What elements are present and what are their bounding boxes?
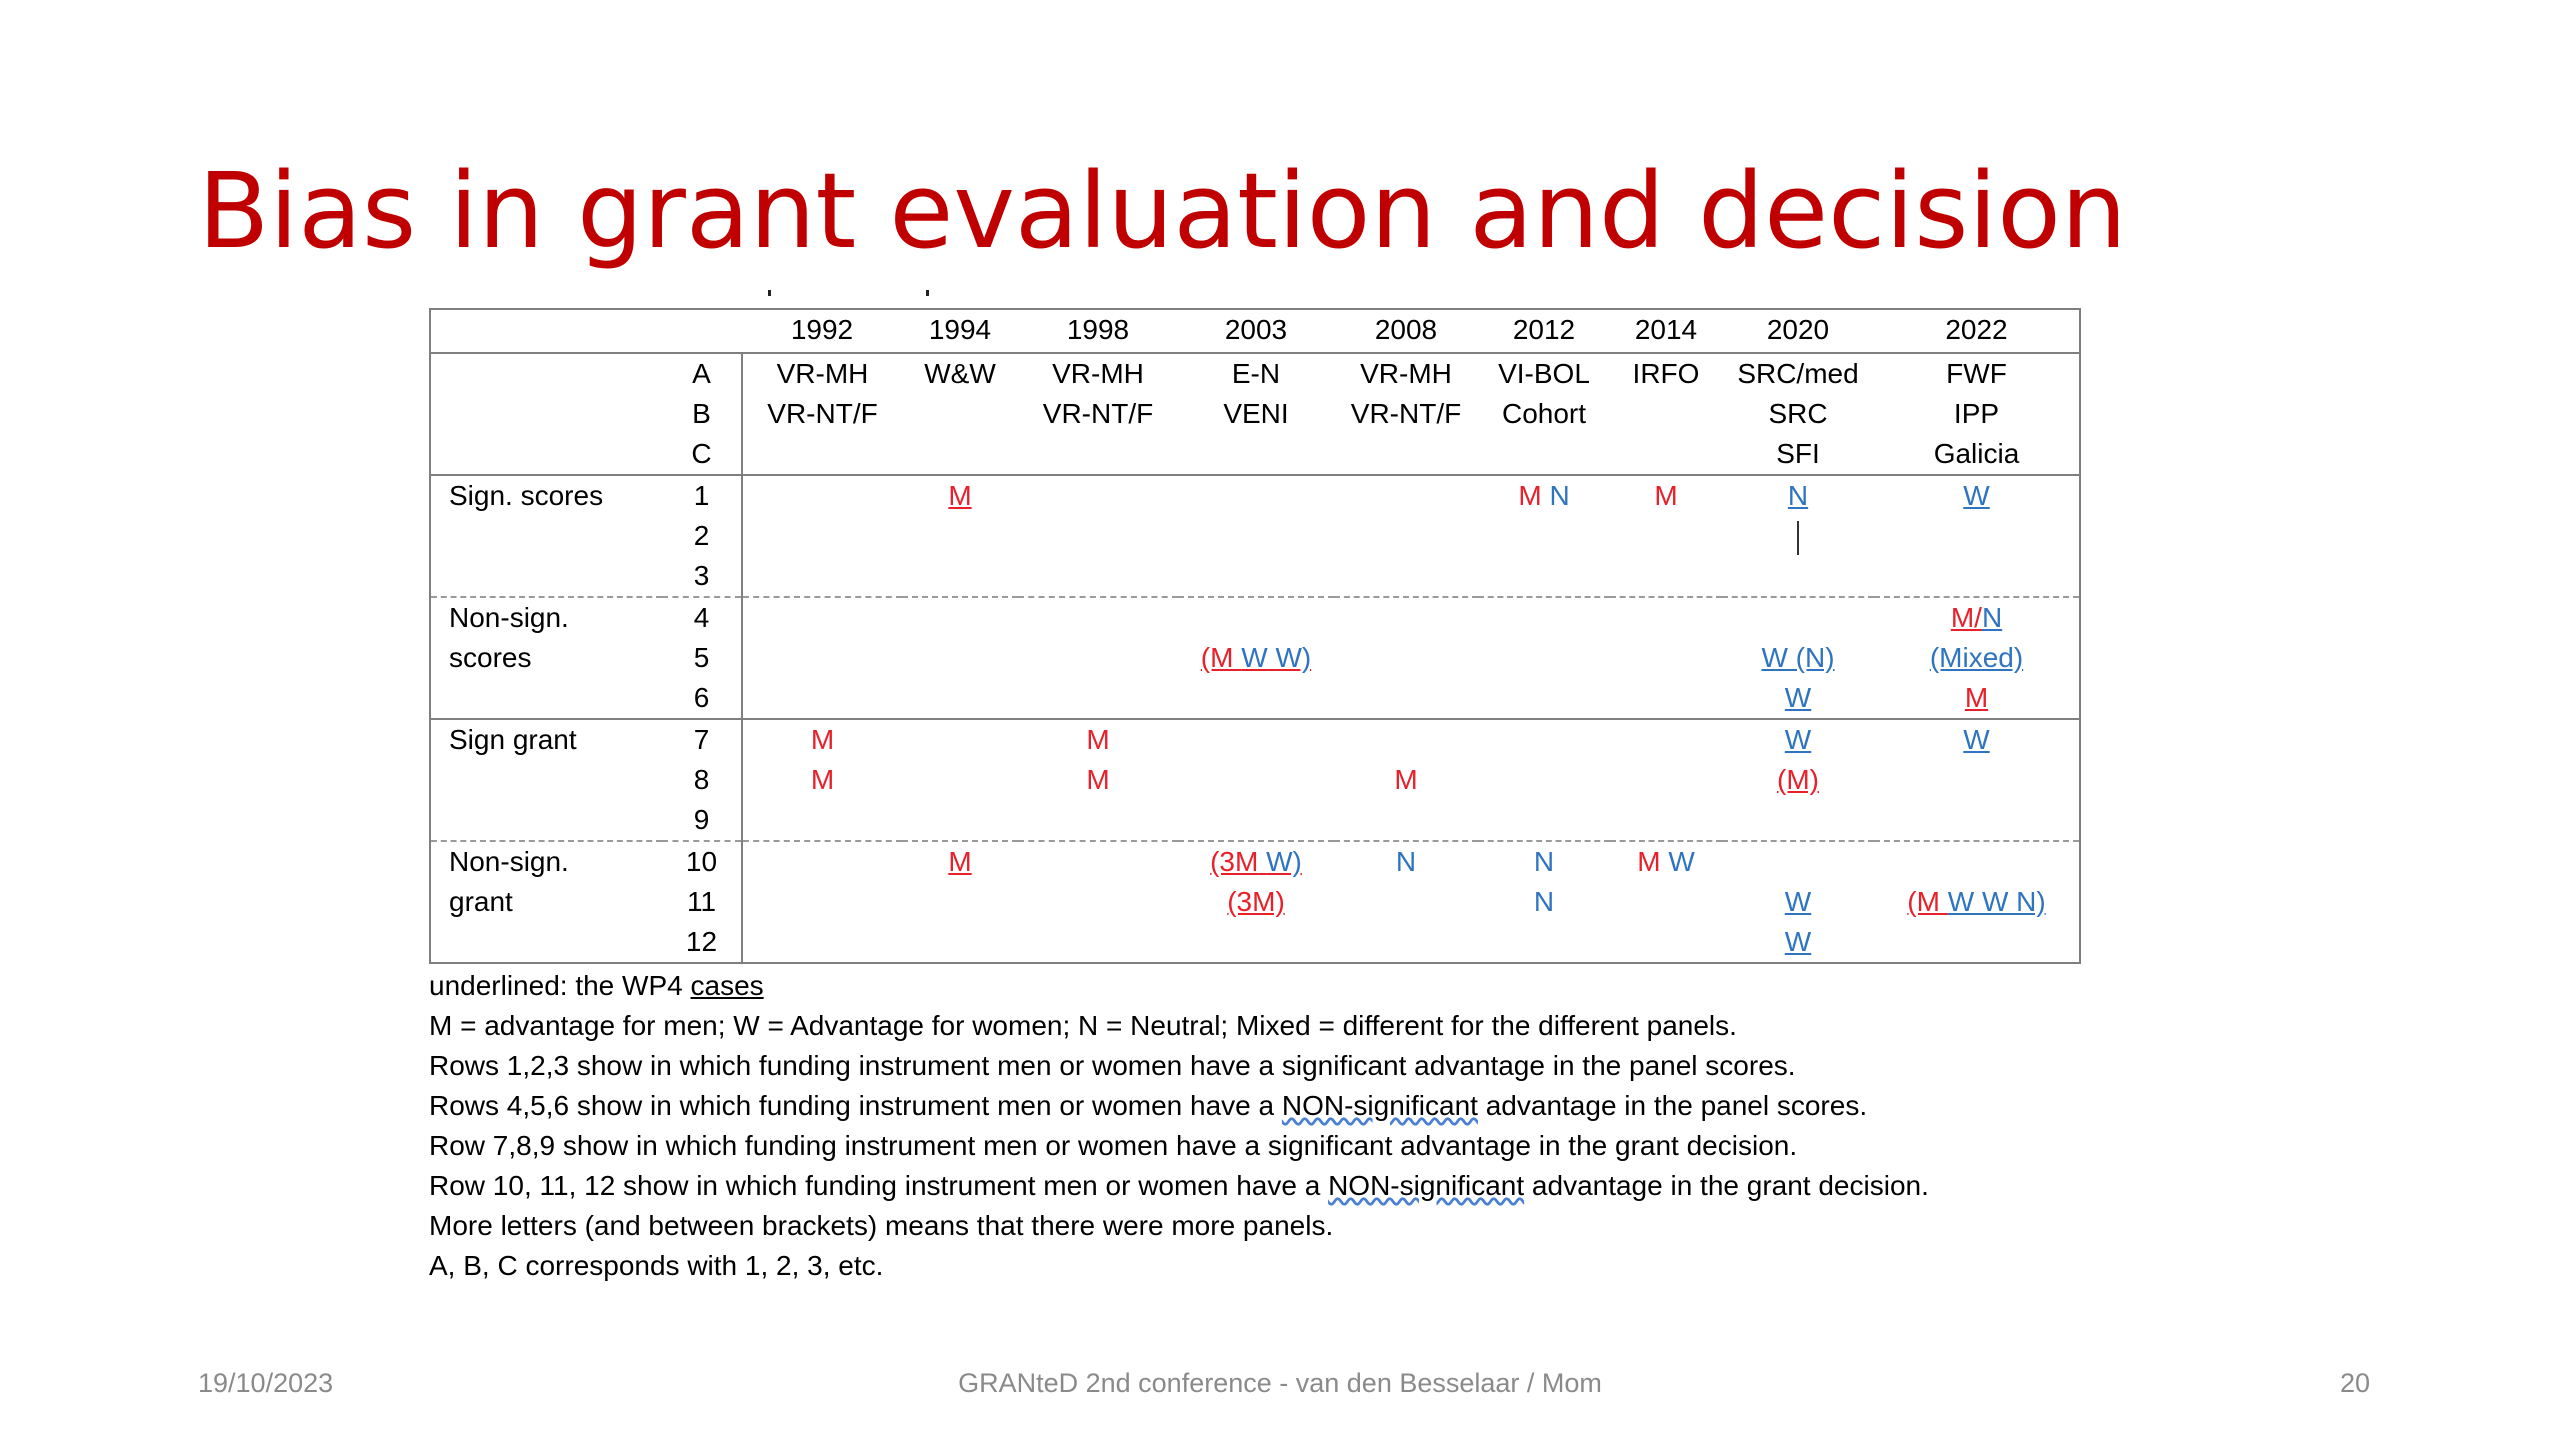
year-2008: 2008 bbox=[1334, 308, 1478, 354]
note-line: underlined: the WP4 cases bbox=[429, 970, 764, 1001]
group-nonsign-grant: Non-sign. grant 10 11 12 M (3M W) (3M) N… bbox=[429, 841, 2081, 964]
cell-2014: M bbox=[1610, 475, 1722, 598]
cell-2022: (M W W N) bbox=[1874, 841, 2081, 964]
group-label: Non-sign. grant bbox=[429, 841, 662, 964]
note-line: Row 7,8,9 show in which funding instrume… bbox=[429, 1130, 1798, 1161]
group-nonsign-scores: Non-sign. scores 4 5 6 (M W W) W (N) W M… bbox=[429, 597, 2081, 720]
year-2022: 2022 bbox=[1874, 308, 2081, 354]
instrument-2012: VI-BOL Cohort bbox=[1478, 353, 1610, 476]
text-cursor bbox=[1797, 520, 1799, 555]
cut-off-text-fragment bbox=[730, 286, 930, 296]
cell-2003: (3M W) (3M) bbox=[1178, 841, 1334, 964]
note-line: Rows 4,5,6 show in which funding instrum… bbox=[429, 1090, 1868, 1121]
instrument-2020: SRC/med SRC SFI bbox=[1722, 353, 1874, 476]
instrument-1992: VR-MH VR-NT/F bbox=[742, 353, 902, 476]
cell-2022: M/N (Mixed) M bbox=[1874, 597, 2081, 720]
cell-1994: M bbox=[902, 475, 1018, 598]
cell-2022: W bbox=[1874, 719, 2081, 842]
instrument-1998: VR-MH VR-NT/F bbox=[1018, 353, 1178, 476]
page-number: 20 bbox=[2340, 1368, 2371, 1398]
cell-2008: N bbox=[1334, 841, 1478, 964]
group-label: Sign. scores bbox=[429, 475, 662, 598]
footer-date: 19/10/2023 bbox=[198, 1368, 334, 1398]
cell-2012: M N bbox=[1478, 475, 1610, 598]
note-line: More letters (and between brackets) mean… bbox=[429, 1210, 1334, 1241]
group-label: Sign grant bbox=[429, 719, 662, 842]
row-numbers: 7 8 9 bbox=[662, 719, 743, 842]
table-notes: underlined: the WP4 cases M = advantage … bbox=[429, 966, 2129, 1286]
cell-1992: M M bbox=[742, 719, 902, 842]
instrument-header-row: A B C VR-MH VR-NT/F W&W VR-MH VR-NT/F E-… bbox=[429, 353, 2081, 476]
group-sign-grant: Sign grant 7 8 9 M M M M M W (M) W bbox=[429, 719, 2081, 842]
instrument-2003: E-N VENI bbox=[1178, 353, 1334, 476]
year-1992: 1992 bbox=[742, 308, 902, 354]
cell-1998: M M bbox=[1018, 719, 1178, 842]
cell-2014: M W bbox=[1610, 841, 1722, 964]
instrument-2008: VR-MH VR-NT/F bbox=[1334, 353, 1478, 476]
note-line: Rows 1,2,3 show in which funding instrum… bbox=[429, 1050, 1796, 1081]
year-1994: 1994 bbox=[902, 308, 1018, 354]
year-2012: 2012 bbox=[1478, 308, 1610, 354]
row-numbers: 4 5 6 bbox=[662, 597, 743, 720]
bias-grant-table: 1992 1994 1998 2003 2008 2012 2014 2020 … bbox=[429, 308, 2081, 964]
group-sign-scores: Sign. scores 1 2 3 M M N M N W bbox=[429, 475, 2081, 598]
year-1998: 1998 bbox=[1018, 308, 1178, 354]
abc-letters: A B C bbox=[662, 353, 743, 476]
cell-1994: M bbox=[902, 841, 1018, 964]
cell-2020: W (N) W bbox=[1722, 597, 1874, 720]
note-line: M = advantage for men; W = Advantage for… bbox=[429, 1010, 1737, 1041]
row-numbers: 10 11 12 bbox=[662, 841, 743, 964]
year-2014: 2014 bbox=[1610, 308, 1722, 354]
cell-2020: N bbox=[1722, 475, 1874, 598]
group-label: Non-sign. scores bbox=[429, 597, 662, 720]
instrument-2014: IRFO bbox=[1610, 353, 1722, 476]
footer-center-text: GRANteD 2nd conference - van den Bessela… bbox=[958, 1368, 1602, 1398]
year-header-row: 1992 1994 1998 2003 2008 2012 2014 2020 … bbox=[429, 308, 2081, 354]
row-numbers: 1 2 3 bbox=[662, 475, 743, 598]
cell-2020: W W bbox=[1722, 841, 1874, 964]
cell-2022: W bbox=[1874, 475, 2081, 598]
year-2020: 2020 bbox=[1722, 308, 1874, 354]
note-line: Row 10, 11, 12 show in which funding ins… bbox=[429, 1170, 1929, 1201]
cell-2020: W (M) bbox=[1722, 719, 1874, 842]
instrument-1994: W&W bbox=[902, 353, 1018, 476]
instrument-2022: FWF IPP Galicia bbox=[1874, 353, 2081, 476]
slide-title: Bias in grant evaluation and decision bbox=[198, 150, 2127, 272]
cell-2003: (M W W) bbox=[1178, 597, 1334, 720]
note-line: A, B, C corresponds with 1, 2, 3, etc. bbox=[429, 1250, 884, 1281]
year-2003: 2003 bbox=[1178, 308, 1334, 354]
cell-2008: M bbox=[1334, 719, 1478, 842]
cell-2012: N N bbox=[1478, 841, 1610, 964]
